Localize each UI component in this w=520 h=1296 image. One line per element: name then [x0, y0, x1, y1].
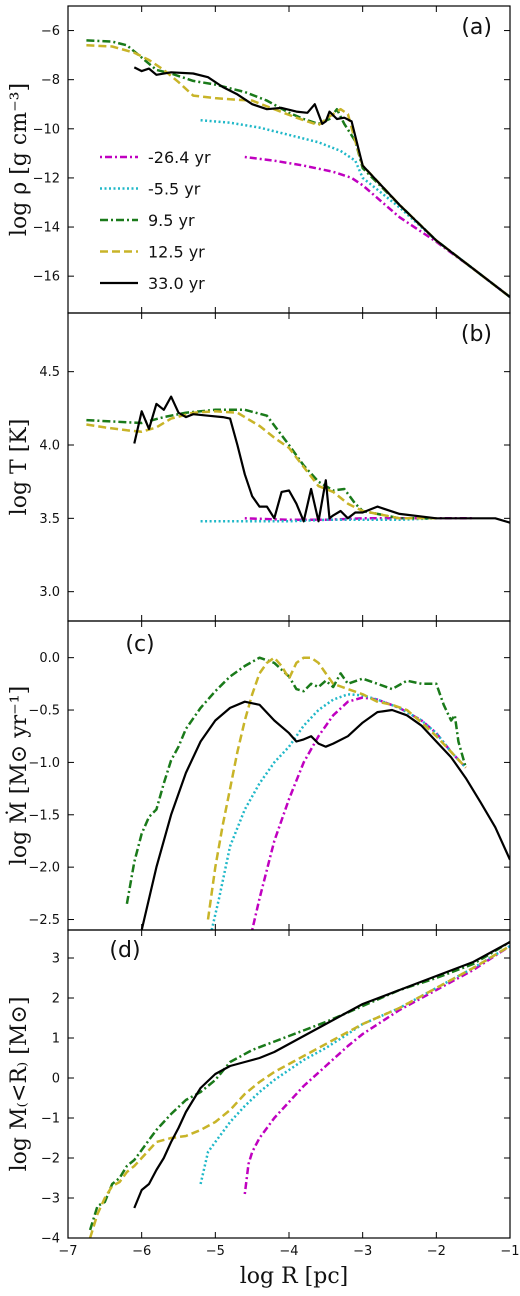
panel-frame: [67, 312, 511, 622]
y-tick-label: −16: [33, 270, 60, 285]
y-tick-label: −0.5: [28, 704, 60, 719]
panel-2: −2.5 −2.0 −1.5 −1.0 −0.5 0.0 (c) log Ṁ [M⊙ yr⁻¹…: [5, 620, 511, 931]
y-tick-label: 3.0: [39, 585, 60, 600]
y-axis-label: log T [K]: [7, 419, 32, 516]
y-tick-label: −1.5: [28, 808, 60, 823]
y-tick-label: 4.5: [39, 365, 60, 380]
y-tick-label: 3: [52, 952, 60, 967]
legend-entry: -26.4 yr: [148, 148, 211, 167]
y-tick-label: −1: [41, 1112, 60, 1127]
panel-1: 3.0 3.5 4.0 4.5 (b) log T [K]: [7, 312, 511, 622]
series-line--26-4-yr: [244, 155, 510, 298]
y-tick-label: −6: [41, 24, 60, 39]
panel-series: [88, 940, 510, 1238]
y-tick-label: −14: [33, 221, 60, 236]
series-line-12-5-yr: [206, 656, 467, 920]
legend-entry: 12.5 yr: [148, 243, 205, 262]
panel-label: (a): [461, 15, 492, 40]
series-line-12-5-yr: [88, 944, 510, 1238]
y-tick-label: −2.5: [28, 913, 60, 928]
y-tick-label: −10: [33, 122, 60, 137]
x-tick-label: −6: [132, 1244, 151, 1259]
series-line--5-5-yr: [200, 118, 510, 298]
y-tick-label: 4.0: [39, 439, 60, 454]
y-axis-label: log ρ [g cm⁻³]: [7, 83, 32, 236]
series-line-9-5-yr: [125, 656, 468, 905]
y-tick-label: −2.0: [28, 861, 60, 876]
x-tick-label: −7: [58, 1244, 77, 1259]
y-axis-label: log M₍<R₎ [M⊙]: [7, 997, 32, 1172]
series-line-12-5-yr: [86, 44, 510, 298]
x-tick-label: −3: [353, 1244, 372, 1259]
x-tick-label: −2: [427, 1244, 446, 1259]
series-line-9-5-yr: [88, 940, 510, 1231]
panel-series: [86, 395, 510, 524]
y-axis-label: log Ṁ [M⊙ yr⁻¹]: [5, 686, 32, 865]
y-tick-label: 0: [52, 1072, 60, 1087]
x-tick-label: −5: [206, 1244, 225, 1259]
legend-entry: -5.5 yr: [148, 180, 201, 199]
x-tick-label: −1: [500, 1244, 519, 1259]
y-tick-label: 3.5: [39, 512, 60, 527]
panels-layer: −16−14−12−10−8−6 (a)log ρ [g cm⁻³]3.03.54…: [5, 5, 520, 1259]
panel-0: −16 −14 −12 −10 −8 −6 (a) log ρ [g cm⁻³]: [7, 5, 511, 314]
y-tick-label: 1: [52, 1032, 60, 1047]
y-tick-label: −4: [41, 1232, 60, 1247]
series-line--5-5-yr: [210, 693, 467, 930]
panel-label: (c): [125, 632, 154, 657]
y-tick-label: −2: [41, 1152, 60, 1167]
panel-3: −4 −3 −2 −1 0 1 2 3 −7 −6 −5 −4 −3 −2 −1 (d) log M₍<R₎ […: [7, 929, 520, 1259]
x-tick-label: −4: [279, 1244, 298, 1259]
series-line--5-5-yr: [199, 944, 510, 1185]
panel-label: (d): [109, 938, 140, 963]
series-line--5-5-yr: [200, 517, 437, 523]
x-axis-label: log R [pc]: [240, 1264, 349, 1289]
panel-series: [86, 39, 510, 298]
legend: -26.4 yr -5.5 yr 9.5 yr 12.5 yr 33.0 yr: [100, 148, 211, 293]
y-tick-label: −8: [41, 73, 60, 88]
y-tick-label: −3: [41, 1192, 60, 1207]
y-tick-label: −1.0: [28, 756, 60, 771]
panel-label: (b): [461, 322, 492, 347]
series-line-33-0-yr: [133, 66, 510, 298]
series-line-33-0-yr: [133, 395, 510, 524]
panel-frame: [67, 620, 511, 931]
series-line-9-5-yr: [86, 39, 510, 298]
series-line-33-0-yr: [133, 941, 510, 1209]
legend-entry: 33.0 yr: [148, 274, 205, 293]
series-line-12-5-yr: [86, 410, 437, 520]
panel-series: [125, 656, 510, 930]
series-line--26-4-yr: [243, 944, 510, 1195]
y-tick-label: 2: [52, 992, 60, 1007]
series-line--26-4-yr: [250, 696, 467, 930]
series-line-9-5-yr: [86, 408, 437, 520]
y-tick-label: −12: [33, 171, 60, 186]
y-tick-label: 0.0: [39, 651, 60, 666]
series-line-33-0-yr: [140, 700, 510, 930]
legend-entry: 9.5 yr: [148, 211, 195, 230]
